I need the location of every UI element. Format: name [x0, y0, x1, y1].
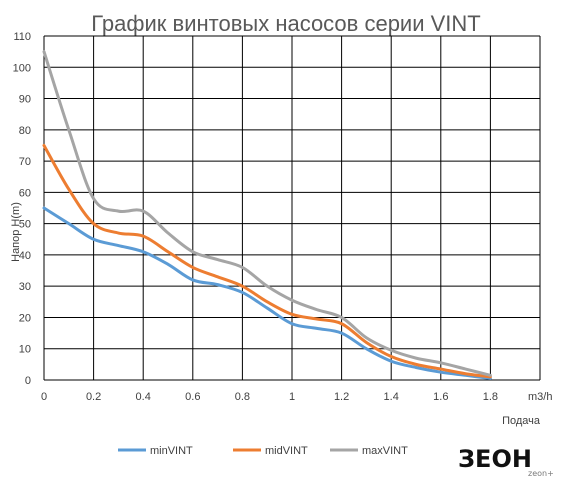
x-tick-labels: 0 0.2 0.4 0.6 0.8 1 1.2 1.4 1.6 1.8: [41, 391, 498, 403]
x-tick-label: 1.4: [384, 391, 399, 403]
y-tick-label: 100: [13, 62, 31, 74]
zeon-logo: ЗЕОН zeon+: [458, 445, 554, 478]
logo-subtext: zeon+: [528, 469, 554, 478]
x-tick-label: 0.8: [235, 391, 250, 403]
y-tick-label: 40: [19, 250, 31, 262]
x-tick-label: 1.8: [483, 391, 498, 403]
y-tick-label: 90: [19, 94, 31, 106]
y-tick-label: 110: [13, 31, 31, 43]
y-tick-label: 60: [19, 187, 31, 199]
y-tick-label: 20: [19, 312, 31, 324]
series-lines: [42, 50, 492, 380]
legend-label: midVINT: [265, 445, 308, 457]
x-unit-label: m3/h: [528, 391, 552, 403]
y-tick-label: 10: [19, 344, 31, 356]
chart-title: График винтовых насосов серии VINT: [91, 11, 481, 36]
y-tick-label: 80: [19, 125, 31, 137]
y-axis-title: Напор H(m): [10, 202, 22, 262]
chart-legend: minVINT midVINT maxVINT: [118, 445, 408, 457]
x-tick-label: 0.6: [185, 391, 200, 403]
x-tick-label: 0: [41, 391, 47, 403]
y-tick-label: 70: [19, 156, 31, 168]
x-tick-label: 1.6: [433, 391, 448, 403]
y-tick-labels: 0 10 20 30 40 50 60 70 80 90 100 110: [13, 31, 31, 387]
x-tick-label: 0.4: [136, 391, 151, 403]
y-tick-label: 50: [19, 219, 31, 231]
chart-grid: [43, 35, 541, 381]
x-axis-title: Подача: [502, 415, 541, 427]
series-line-minVINT: [42, 206, 492, 380]
logo-text: ЗЕОН: [458, 445, 532, 473]
y-tick-label: 30: [19, 281, 31, 293]
x-tick-label: 0.2: [86, 391, 101, 403]
series-line-midVINT: [42, 143, 492, 379]
series-line-maxVINT: [42, 50, 492, 377]
legend-label: maxVINT: [362, 445, 408, 457]
x-tick-label: 1: [289, 391, 295, 403]
legend-label: minVINT: [150, 445, 193, 457]
x-tick-label: 1.2: [334, 391, 349, 403]
y-tick-label: 0: [25, 375, 31, 387]
